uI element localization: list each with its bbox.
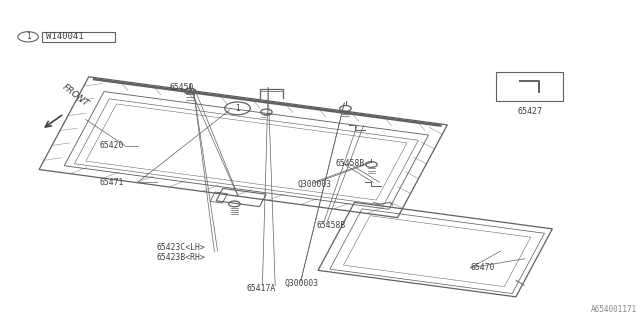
Text: 65458B: 65458B bbox=[317, 221, 346, 230]
Text: 65470: 65470 bbox=[470, 263, 495, 272]
Text: A654001171: A654001171 bbox=[591, 305, 637, 314]
Text: 1: 1 bbox=[236, 104, 240, 113]
Text: 65458B: 65458B bbox=[336, 159, 365, 168]
Text: 65427: 65427 bbox=[517, 107, 542, 116]
Bar bbox=[42, 32, 115, 42]
Text: 65423B<RH>: 65423B<RH> bbox=[157, 253, 205, 262]
Text: Q300003: Q300003 bbox=[298, 180, 332, 188]
Text: 1: 1 bbox=[26, 32, 31, 41]
Text: 65423C<LH>: 65423C<LH> bbox=[157, 243, 205, 252]
Text: W140041: W140041 bbox=[46, 32, 84, 41]
Text: 65471: 65471 bbox=[99, 178, 124, 187]
Text: 65417A: 65417A bbox=[246, 284, 276, 293]
Text: FRONT: FRONT bbox=[61, 83, 91, 109]
Text: Q300003: Q300003 bbox=[285, 279, 319, 288]
Bar bbox=[496, 72, 563, 101]
Text: 65420: 65420 bbox=[99, 141, 124, 150]
Text: 65450: 65450 bbox=[170, 84, 194, 92]
